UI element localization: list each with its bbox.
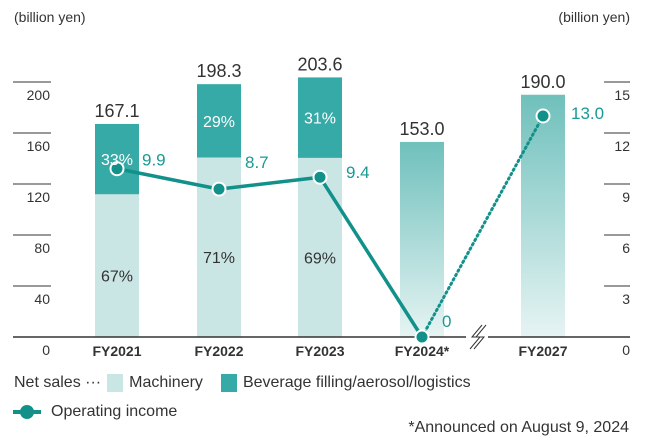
x-axis-category-label: FY2023 (295, 343, 344, 359)
legend-beverage-label: Beverage filling/aerosol/logistics (242, 374, 471, 391)
bar-machinery-share-label: 71% (203, 250, 235, 267)
operating-income-label: 8.7 (245, 153, 269, 172)
bar-net-sales-forecast (400, 141, 444, 337)
right-axis-tick-label: 9 (622, 189, 630, 205)
legend-operating-income-marker-icon (13, 405, 41, 419)
operating-income-point (312, 169, 328, 185)
right-axis-tick-label: 15 (614, 87, 630, 103)
operating-income-point (414, 329, 430, 345)
right-axis-tick-label: 12 (614, 138, 630, 154)
operating-income-label: 0 (442, 312, 451, 331)
left-axis-tick-label: 200 (27, 87, 51, 103)
bar-total-label: 190.0 (520, 72, 565, 92)
right-axis-tick-label: 0 (622, 342, 630, 358)
footnote: *Announced on August 9, 2024 (408, 419, 629, 436)
legend-net-sales: Net sales ··· Machinery Beverage filling… (14, 374, 471, 392)
left-axis-unit: (billion yen) (14, 9, 86, 25)
right-axis-tick-label: 6 (622, 240, 630, 256)
left-axis-tick-label: 160 (27, 138, 51, 154)
legend-operating-income-label: Operating income (51, 403, 178, 420)
bar-beverage (298, 77, 342, 158)
x-axis-category-label: FY2024* (395, 343, 450, 359)
legend-machinery-label: Machinery (129, 374, 203, 391)
right-axis-tick-label: 3 (622, 291, 630, 307)
bar-beverage-share-label: 29% (203, 114, 235, 131)
operating-income-line (116, 166, 424, 338)
bar-total-label: 153.0 (399, 119, 444, 139)
bar-total-label: 203.6 (297, 54, 342, 74)
legend-net-sales-label: Net sales ··· (14, 374, 102, 391)
operating-income-forecast-line (420, 114, 545, 339)
left-axis-tick-label: 120 (27, 189, 51, 205)
bar-total-label: 198.3 (196, 61, 241, 81)
bar-beverage (197, 84, 241, 158)
left-axis-tick-label: 40 (34, 291, 50, 307)
left-axis-tick-label: 0 (42, 342, 50, 358)
legend-machinery-swatch (107, 374, 124, 392)
bar-machinery-share-label: 69% (304, 250, 336, 267)
bar-beverage-share-label: 31% (304, 111, 336, 128)
operating-income-point (109, 161, 125, 177)
bar-net-sales-forecast (521, 94, 565, 337)
left-axis-tick-label: 80 (34, 240, 50, 256)
right-axis-unit: (billion yen) (558, 9, 630, 25)
bar-machinery-share-label: 67% (101, 269, 133, 286)
operating-income-label: 9.4 (346, 163, 370, 182)
bar-beverage (95, 123, 139, 195)
operating-income-point (535, 108, 551, 124)
axis-break-icon (473, 324, 487, 350)
legend-operating-income: Operating income (11, 402, 177, 422)
bar-machinery (298, 157, 342, 337)
x-axis-category-label: FY2027 (518, 343, 567, 359)
operating-income-label: 13.0 (571, 104, 604, 123)
bar-total-label: 167.1 (94, 101, 139, 121)
operating-income-label: 9.9 (142, 151, 166, 170)
operating-income-point (211, 181, 227, 197)
legend-beverage-swatch (220, 374, 237, 392)
bar-machinery (95, 194, 139, 337)
x-axis-category-label: FY2021 (92, 343, 141, 359)
x-axis-category-label: FY2022 (194, 343, 243, 359)
bar-beverage-share-label: 33% (101, 152, 133, 169)
